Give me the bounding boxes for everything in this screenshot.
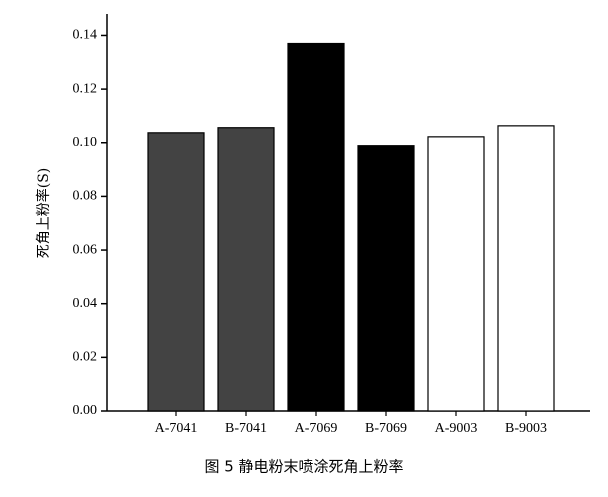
y-tick-label: 0.06: [73, 242, 98, 257]
y-tick-label: 0.10: [73, 135, 98, 150]
bar: [217, 127, 275, 412]
x-tick-label: B-7069: [365, 421, 407, 436]
bar: [357, 145, 415, 412]
x-tick-label: A-7041: [155, 421, 198, 436]
y-tick-label: 0.04: [73, 296, 98, 311]
bar: [287, 42, 345, 412]
y-axis-label: 死角上粉率(S): [35, 168, 52, 259]
y-tick-label: 0.14: [73, 28, 98, 43]
y-tick-label: 0.02: [73, 350, 98, 365]
bar: [147, 132, 205, 412]
x-tick-label: A-7069: [295, 421, 338, 436]
bar: [497, 125, 555, 412]
bar: [427, 136, 485, 412]
caption: 图 5 静电粉末喷涂死角上粉率: [204, 458, 403, 476]
x-tick-label: B-7041: [225, 421, 267, 436]
y-tick-label: 0.08: [73, 189, 98, 204]
x-tick-label: A-9003: [435, 421, 478, 436]
y-tick-label: 0.00: [73, 403, 98, 418]
y-tick-label: 0.12: [73, 81, 98, 96]
x-tick-label: B-9003: [505, 421, 547, 436]
